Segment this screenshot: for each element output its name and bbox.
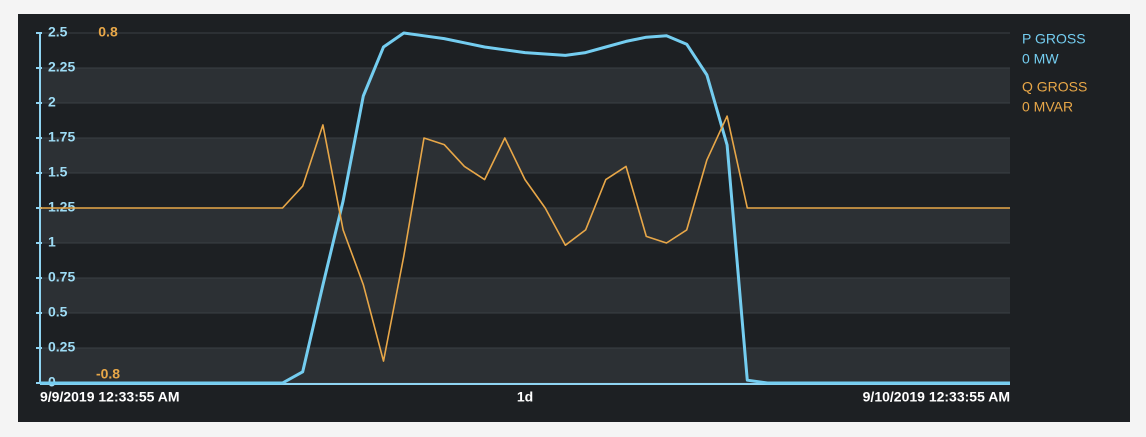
y-tick-label: 1 (48, 234, 56, 250)
band (40, 348, 1010, 383)
legend-name: Q GROSS (1022, 79, 1087, 95)
band (40, 68, 1010, 103)
y-tick-label: 0.25 (48, 339, 75, 355)
y-tick-label: 2.25 (48, 59, 75, 75)
y-tick-label: 0.75 (48, 269, 75, 285)
x-label: 9/9/2019 12:33:55 AM (40, 389, 180, 405)
y-tick-label: 1.5 (48, 164, 68, 180)
x-label: 9/10/2019 12:33:55 AM (863, 389, 1010, 405)
y-tick-label: 1.25 (48, 199, 75, 215)
y-tick-label: 1.75 (48, 129, 75, 145)
y-tick-label: 2 (48, 94, 56, 110)
chart: 00.250.50.7511.251.51.7522.252.5-0.80.89… (0, 0, 1146, 437)
y2-tick-label: -0.8 (96, 366, 120, 382)
x-label: 1d (517, 389, 533, 405)
legend-value: 0 MVAR (1022, 99, 1073, 115)
y-tick-label: 0.5 (48, 304, 68, 320)
page: {"chart_data": { "type": "line", "xlabel… (0, 0, 1146, 437)
band (40, 278, 1010, 313)
legend-value: 0 MW (1022, 51, 1059, 67)
band (40, 208, 1010, 243)
y2-tick-label: 0.8 (98, 24, 118, 40)
legend-name: P GROSS (1022, 31, 1086, 47)
y-tick-label: 2.5 (48, 24, 68, 40)
band (40, 138, 1010, 173)
